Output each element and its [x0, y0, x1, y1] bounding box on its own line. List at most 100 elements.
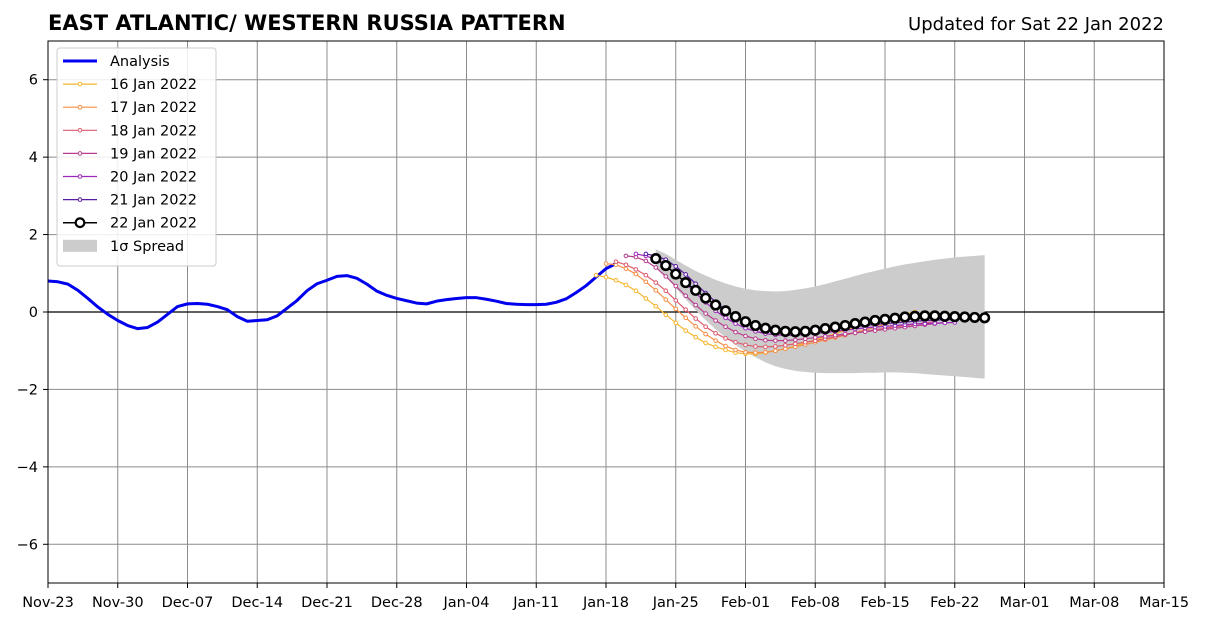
- series-point: [783, 338, 788, 343]
- x-tick-label: Mar-08: [1069, 595, 1119, 611]
- series-point: [683, 307, 689, 312]
- series-point: [623, 262, 629, 268]
- x-tick-label: Dec-28: [371, 595, 423, 611]
- chart-title: EAST ATLANTIC/ WESTERN RUSSIA PATTERN: [48, 11, 566, 35]
- series-point: [783, 342, 788, 348]
- x-tick-label: Feb-08: [791, 595, 840, 611]
- series-point: [713, 318, 718, 323]
- series-point: [949, 311, 961, 323]
- x-tick-label: Mar-15: [1139, 595, 1189, 611]
- series-point: [690, 284, 702, 296]
- x-tick-label: Dec-07: [162, 595, 214, 611]
- chart-subtitle: Updated for Sat 22 Jan 2022: [908, 14, 1164, 35]
- series-point: [650, 252, 662, 265]
- series-point: [743, 342, 748, 348]
- series-point: [773, 338, 778, 343]
- series-point: [769, 324, 781, 336]
- y-tick-label: −2: [17, 382, 38, 398]
- series-point: [643, 251, 649, 257]
- series-point: [723, 315, 728, 321]
- series-point: [969, 311, 981, 324]
- x-tick-label: Feb-15: [860, 595, 909, 611]
- series-point: [753, 344, 758, 349]
- series-point: [633, 267, 639, 272]
- series-point: [623, 266, 629, 271]
- series-point: [663, 297, 669, 302]
- series-point: [703, 311, 708, 316]
- series-point: [729, 311, 742, 323]
- series-point: [733, 329, 738, 335]
- spread-layer: [655, 249, 985, 379]
- series-point: [643, 272, 649, 278]
- series-point: [660, 259, 672, 272]
- legend-marker: [77, 197, 83, 202]
- y-tick-label: 6: [29, 73, 38, 89]
- series-point: [829, 321, 841, 333]
- series-point: [693, 334, 698, 340]
- series-point: [822, 334, 828, 339]
- series-point: [693, 302, 698, 308]
- series-point: [723, 347, 728, 353]
- series-point: [859, 316, 871, 328]
- series-point: [663, 288, 669, 294]
- x-tick-label: Mar-01: [999, 595, 1049, 611]
- series-point: [663, 274, 669, 279]
- legend-label: 18 Jan 2022: [110, 123, 197, 139]
- series-point: [739, 316, 752, 328]
- series-point: [683, 272, 689, 277]
- axes-layer: Nov-23 Nov-30 Dec-07 Dec-14 Dec-21 Dec-28 Jan-…: [17, 40, 1189, 611]
- series-point: [819, 323, 831, 335]
- series-point: [633, 271, 639, 277]
- series-point: [929, 310, 941, 322]
- x-tick-label: Dec-14: [231, 595, 283, 611]
- series-point: [670, 268, 682, 280]
- series-point: [643, 279, 649, 285]
- x-tick-label: Jan-18: [582, 595, 629, 611]
- legend-spread-swatch: [63, 239, 97, 252]
- series-point: [773, 344, 778, 349]
- series-point: [723, 336, 728, 341]
- series-layer: [48, 251, 991, 357]
- series-point: [653, 265, 659, 270]
- legend-marker: [77, 104, 83, 110]
- series-point: [653, 280, 659, 285]
- legend-label: 17 Jan 2022: [110, 100, 197, 116]
- y-tick-label: −4: [17, 460, 38, 476]
- legend-label: 22 Jan 2022: [110, 216, 197, 232]
- series-point: [763, 337, 768, 343]
- y-tick-label: 0: [29, 305, 38, 321]
- series-point: [673, 320, 679, 326]
- series-point: [623, 253, 629, 259]
- legend-marker: [77, 81, 83, 87]
- series-point: [613, 277, 619, 283]
- series-point: [749, 319, 762, 332]
- series-point: [733, 347, 738, 353]
- series-point: [842, 331, 848, 337]
- series-point: [789, 326, 801, 338]
- series-point: [899, 311, 911, 323]
- series-point: [683, 315, 689, 321]
- series-point: [759, 322, 772, 334]
- legend-label: 19 Jan 2022: [110, 146, 197, 162]
- series-line: [48, 262, 617, 331]
- series-point: [802, 336, 808, 342]
- y-tick-label: −6: [17, 537, 38, 553]
- series-point: [743, 349, 748, 355]
- legend-marker: [74, 217, 86, 229]
- series-point: [799, 325, 811, 337]
- series-point: [773, 348, 778, 354]
- series-point: [889, 312, 901, 324]
- series-point: [663, 312, 669, 318]
- series-point: [849, 318, 861, 330]
- series-point: [733, 321, 738, 326]
- x-tick-label: Dec-21: [301, 595, 353, 611]
- plot-frame: [47, 40, 1165, 584]
- legend-label: 20 Jan 2022: [110, 170, 197, 186]
- legend: Analysis 16 Jan 2022 17 Jan 2022 18 Jan 202…: [56, 47, 217, 267]
- series-point: [812, 335, 818, 340]
- series-point: [643, 296, 649, 301]
- x-tick-label: Jan-11: [512, 595, 559, 611]
- series-point: [839, 319, 851, 332]
- series-point: [743, 333, 748, 339]
